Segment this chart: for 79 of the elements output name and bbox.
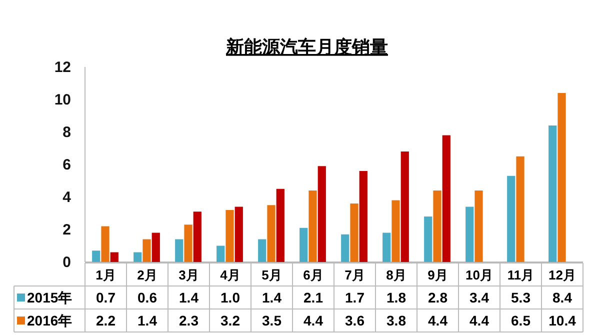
data-label: 4.4 xyxy=(304,312,324,328)
data-label: 3.4 xyxy=(470,290,490,306)
bar xyxy=(474,190,483,262)
bar xyxy=(308,190,317,262)
y-tick-label: 0 xyxy=(62,254,71,271)
bar xyxy=(433,190,442,262)
data-label: 4.4 xyxy=(428,312,448,328)
bar xyxy=(516,156,524,262)
bar xyxy=(392,200,400,262)
bar xyxy=(318,166,326,262)
data-label: 1.4 xyxy=(179,290,199,306)
bar xyxy=(175,239,184,262)
x-tick-label: 3月 xyxy=(178,268,199,282)
bar xyxy=(267,205,276,262)
data-label: 4.4 xyxy=(470,312,490,328)
bar xyxy=(142,239,151,262)
chart-title: 新能源汽车月度销量 xyxy=(225,37,388,57)
bar xyxy=(359,171,368,262)
bar xyxy=(152,232,160,262)
legend-label: 2015年 xyxy=(27,290,72,306)
bar xyxy=(466,206,474,262)
bar xyxy=(341,234,350,262)
y-tick-label: 8 xyxy=(62,124,71,141)
bar xyxy=(101,226,110,262)
bar xyxy=(234,206,243,262)
data-label: 2.1 xyxy=(304,290,324,306)
x-tick-label: 7月 xyxy=(344,268,365,282)
x-tick-label: 12月 xyxy=(548,268,576,282)
data-label: 1.0 xyxy=(220,290,240,306)
bar xyxy=(424,216,432,262)
bar xyxy=(193,212,202,262)
bar xyxy=(382,232,391,262)
data-label: 2.8 xyxy=(428,290,448,306)
x-tick-label: 11月 xyxy=(507,268,534,282)
bar xyxy=(110,252,118,262)
y-tick-label: 12 xyxy=(54,58,71,76)
x-tick-label: 5月 xyxy=(262,268,282,282)
bar xyxy=(276,188,284,262)
y-tick-label: 6 xyxy=(62,156,71,174)
x-tick-label: 6月 xyxy=(303,268,324,282)
bar xyxy=(548,126,557,262)
x-tick-label: 9月 xyxy=(428,268,448,282)
x-tick-label: 4月 xyxy=(220,268,240,282)
x-tick-label: 2月 xyxy=(137,268,158,282)
data-label: 6.5 xyxy=(511,312,531,328)
data-label: 0.7 xyxy=(96,290,116,306)
bar xyxy=(507,176,516,262)
data-label: 2.2 xyxy=(96,312,116,328)
bar xyxy=(216,246,225,262)
data-label: 8.4 xyxy=(552,290,572,306)
x-tick-label: 1月 xyxy=(96,268,116,282)
data-label: 1.4 xyxy=(138,312,158,328)
data-label: 10.4 xyxy=(548,312,576,328)
bar xyxy=(442,135,450,262)
x-tick-label: 10月 xyxy=(466,268,493,282)
data-label: 3.6 xyxy=(345,312,365,328)
data-label: 3.5 xyxy=(262,312,282,328)
bar xyxy=(558,93,566,262)
y-tick-label: 4 xyxy=(62,188,72,206)
data-label: 1.8 xyxy=(386,290,406,306)
bar xyxy=(134,252,142,262)
bar xyxy=(300,228,308,262)
data-label: 5.3 xyxy=(511,290,531,306)
x-tick-label: 8月 xyxy=(386,268,406,282)
data-label: 1.4 xyxy=(262,290,282,306)
data-label: 2.3 xyxy=(179,312,199,328)
bar xyxy=(400,152,409,262)
bar xyxy=(184,224,192,262)
bar xyxy=(92,250,100,262)
legend-label: 2016年 xyxy=(27,312,72,328)
bar xyxy=(258,239,266,262)
y-tick-label: 10 xyxy=(54,91,71,108)
data-label: 3.2 xyxy=(220,312,240,328)
data-label: 1.7 xyxy=(345,290,365,306)
y-tick-label: 2 xyxy=(62,221,71,238)
bar xyxy=(350,204,358,262)
data-label: 0.6 xyxy=(138,290,158,306)
data-label: 3.8 xyxy=(386,312,406,328)
bar xyxy=(226,210,234,262)
